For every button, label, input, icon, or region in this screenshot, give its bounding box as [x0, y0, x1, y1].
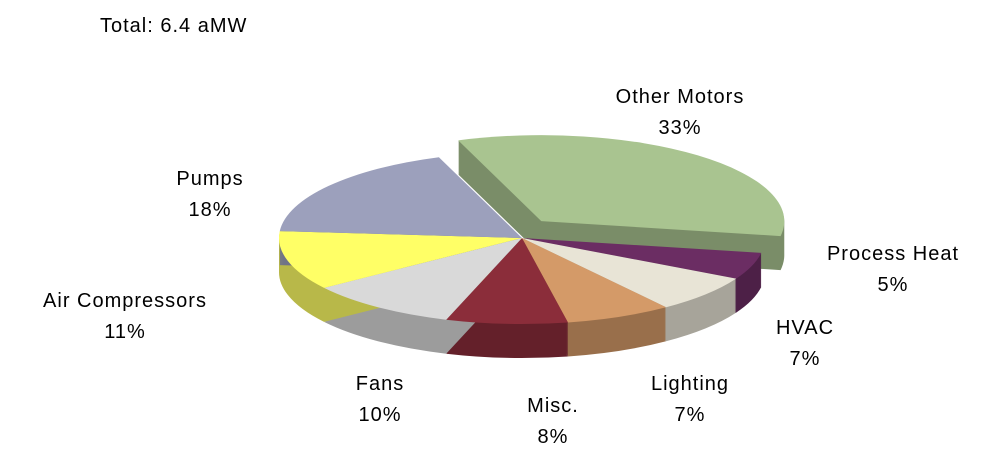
slice-value-label: 7%: [675, 404, 706, 426]
slice-value-label: 10%: [358, 404, 401, 426]
slice-label: Fans: [356, 373, 404, 395]
slice: [522, 238, 762, 279]
slice-value-label: 11%: [104, 321, 146, 343]
slice: [522, 238, 737, 308]
slice: [279, 157, 522, 238]
slice-value-label: 33%: [658, 117, 701, 139]
slice-label: Misc.: [527, 395, 579, 417]
slice-value-label: 8%: [538, 426, 569, 448]
slice: [278, 231, 522, 288]
slice: [446, 238, 568, 325]
slice-value-label: 18%: [188, 199, 231, 221]
slice-label: Pumps: [176, 168, 243, 190]
slice: [458, 135, 785, 237]
slice-label: Process Heat: [827, 243, 959, 265]
slice-value-label: 7%: [790, 348, 821, 370]
slice-value-label: 5%: [878, 274, 909, 296]
slice-label: Other Motors: [616, 86, 745, 108]
slice-label: HVAC: [776, 317, 834, 339]
slice: [324, 238, 522, 320]
slice: [522, 238, 667, 323]
slice-label: Lighting: [651, 373, 729, 395]
slice-label: Air Compressors: [43, 290, 207, 312]
chart-title: Total: 6.4 aMW: [100, 15, 247, 37]
